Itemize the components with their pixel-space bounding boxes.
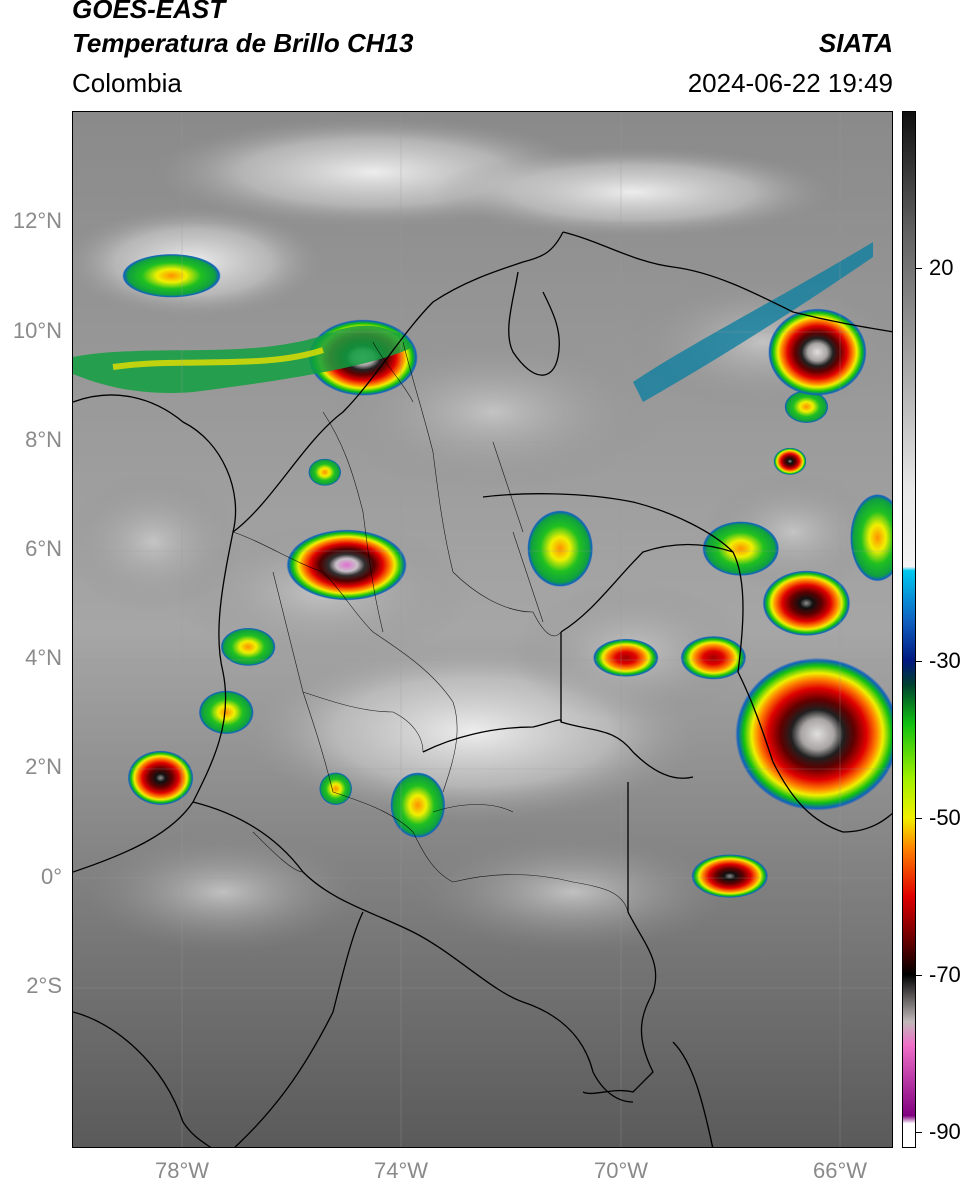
lat-label-12n: 12°N	[12, 208, 62, 233]
satellite-map	[72, 111, 893, 1148]
warm-cluster-1	[220, 627, 276, 666]
colorbar-tick-label: -70	[929, 962, 961, 988]
warm-cluster-5	[122, 253, 221, 298]
datetime-label: 2024-06-22 19:49	[687, 68, 893, 98]
lon-label-78w: 78°W	[154, 1158, 210, 1183]
storm-cell-7	[592, 638, 659, 677]
storm-cell-4	[762, 570, 851, 636]
lat-label-0: 0°	[40, 864, 62, 889]
storm-cell-0	[286, 529, 407, 601]
warm-cluster-4	[198, 690, 254, 735]
lat-label-6n: 6°N	[25, 536, 62, 561]
storm-cells	[127, 308, 892, 898]
country-borders	[73, 231, 892, 1147]
colorbar-tick-mark	[916, 975, 922, 977]
warm-cloud-clusters	[122, 253, 892, 838]
department-borders	[232, 341, 629, 913]
lat-label-4n: 4°N	[25, 645, 62, 670]
colorbar-tick-label: -50	[929, 805, 961, 831]
warm-cluster-2	[390, 772, 446, 838]
lat-label-2n: 2°N	[25, 754, 62, 779]
org-label: SIATA	[818, 28, 893, 58]
warm-cluster-9	[850, 494, 892, 582]
region-label: Colombia	[72, 68, 182, 98]
lon-label-70w: 70°W	[593, 1158, 649, 1183]
lat-label-8n: 8°N	[25, 427, 62, 452]
storm-cell-5	[691, 854, 769, 898]
lon-label-66w: 66°W	[812, 1158, 868, 1183]
storm-cell-3	[735, 657, 892, 811]
satellite-title: GOES-EAST	[72, 0, 226, 24]
warm-cluster-8	[308, 458, 342, 486]
colorbar-tick-mark	[916, 268, 922, 270]
lat-label-2s: 2°S	[26, 973, 62, 998]
warm-cluster-0	[527, 510, 593, 587]
colorbar-tick-label: -30	[929, 647, 961, 673]
storm-cell-9	[773, 447, 807, 475]
storm-cell-8	[680, 635, 747, 680]
temperature-colorbar	[902, 111, 916, 1148]
warm-cluster-6	[702, 521, 780, 576]
lat-label-10n: 10°N	[12, 318, 62, 343]
colorbar-tick-mark	[916, 660, 922, 662]
storm-cell-2	[768, 308, 867, 396]
gridlines	[73, 112, 892, 1147]
warm-cluster-3	[319, 772, 353, 806]
colorbar-tick-mark	[916, 1132, 922, 1134]
warm-cluster-7	[784, 390, 829, 424]
map-canvas	[73, 112, 892, 1147]
lon-label-74w: 74°W	[373, 1158, 429, 1183]
colorbar-tick-label: -90	[929, 1119, 961, 1145]
colorbar-tick-label: 20	[929, 255, 954, 281]
storm-cell-6	[127, 750, 194, 806]
colorbar-tick-mark	[916, 818, 922, 820]
rain-band-caribbean	[73, 242, 873, 402]
product-title: Temperatura de Brillo CH13	[72, 28, 414, 58]
